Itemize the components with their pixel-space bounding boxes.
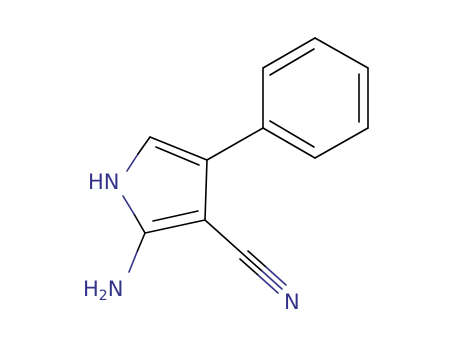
- bond: [247, 250, 267, 268]
- bond: [144, 219, 206, 234]
- atom-label: H: [83, 277, 99, 301]
- bond: [126, 153, 139, 172]
- bond: [314, 37, 369, 69]
- bond: [155, 146, 200, 166]
- bond: [257, 274, 279, 294]
- bond: [136, 232, 146, 253]
- bonds: [122, 37, 369, 294]
- bond: [262, 37, 316, 69]
- bond: [133, 213, 146, 234]
- bond: [269, 48, 315, 76]
- bond: [206, 127, 264, 161]
- atom-label: H2N: [83, 277, 123, 304]
- bond: [204, 219, 245, 256]
- bond: [128, 251, 138, 273]
- atom-label: N: [284, 290, 300, 314]
- bond: [152, 210, 199, 222]
- atom-label: HN: [88, 170, 120, 194]
- bond: [261, 270, 283, 290]
- bond: [243, 254, 263, 272]
- bond: [265, 266, 287, 286]
- bond: [137, 136, 151, 155]
- bond: [262, 127, 316, 159]
- bond: [122, 195, 135, 215]
- bond: [239, 258, 259, 276]
- bond: [204, 159, 208, 221]
- bond: [314, 127, 369, 159]
- atom-label: 2: [99, 288, 108, 304]
- bond: [269, 120, 315, 148]
- atom-label: N: [108, 277, 124, 301]
- bond: [149, 136, 208, 161]
